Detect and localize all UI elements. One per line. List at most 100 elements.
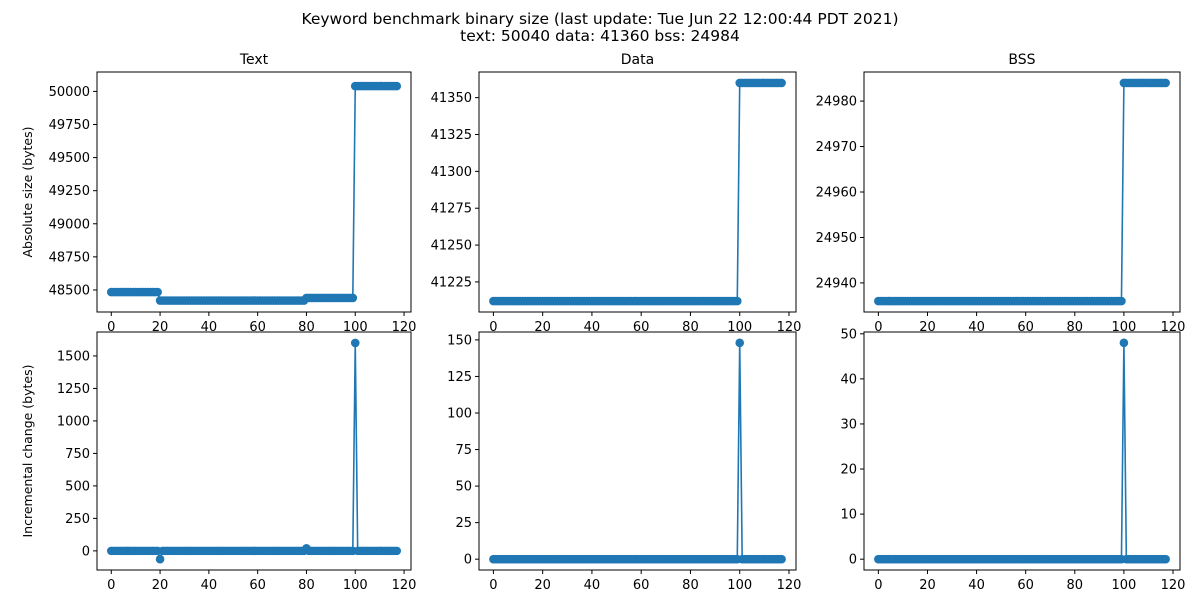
data-point [777, 78, 786, 88]
x-tick-label: 20 [534, 320, 551, 335]
y-tick-label: 500 [65, 479, 90, 494]
x-tick-label: 0 [874, 578, 882, 593]
data-point [777, 554, 786, 564]
x-tick-label: 80 [682, 320, 699, 335]
subplot-title: BSS [1008, 52, 1035, 68]
x-tick-label: 40 [584, 320, 601, 335]
x-tick-label: 100 [727, 320, 752, 335]
subplot-text_inc: 0 20 40 60 80 100 120 0 250 500 750 1000 1250 1500 Inc… [20, 331, 417, 593]
series-line [111, 85, 397, 302]
subplot-data_inc: 0 20 40 60 80 100 120 0 25 50 75 100 125 150 [447, 331, 802, 593]
y-axis-label: Incremental change (bytes) [20, 365, 35, 538]
data-point [1161, 554, 1170, 564]
x-tick-label: 20 [534, 578, 551, 593]
x-tick-label: 40 [968, 320, 985, 335]
data-point [392, 546, 402, 556]
x-tick-label: 60 [633, 578, 650, 593]
y-tick-label: 75 [455, 443, 472, 458]
y-tick-label: 1500 [57, 349, 90, 364]
x-tick-label: 40 [201, 320, 218, 335]
y-tick-label: 24970 [816, 140, 857, 155]
x-tick-label: 120 [1161, 320, 1186, 335]
y-tick-label: 41250 [431, 239, 472, 254]
series-markers [489, 78, 786, 306]
axes-frame [96, 331, 412, 571]
x-tick-label: 100 [343, 578, 368, 593]
x-tick-label: 40 [201, 578, 218, 593]
y-axis-label: Absolute size (bytes) [20, 126, 35, 257]
y-tick-label: 20 [840, 463, 857, 478]
y-tick-label: 41325 [431, 128, 472, 143]
x-tick-label: 40 [968, 578, 985, 593]
x-tick-label: 120 [777, 320, 802, 335]
x-tick-label: 120 [1161, 578, 1186, 593]
x-tick-label: 120 [392, 320, 417, 335]
x-tick-label: 0 [489, 578, 497, 593]
y-tick-label: 49000 [49, 217, 90, 232]
data-point [1161, 78, 1170, 88]
y-tick-label: 1000 [57, 414, 90, 429]
y-tick-label: 250 [65, 512, 90, 527]
series-line [878, 82, 1166, 302]
series-markers [874, 78, 1170, 306]
data-point [735, 338, 745, 348]
x-tick-label: 0 [107, 320, 115, 335]
data-point [348, 293, 358, 303]
y-tick-label: 48750 [49, 250, 90, 265]
x-tick-label: 80 [298, 320, 315, 335]
figure-title-line-1: Keyword benchmark binary size (last upda… [301, 10, 898, 28]
x-tick-label: 120 [392, 578, 417, 593]
y-tick-label: 41275 [431, 202, 472, 217]
x-tick-label: 80 [1067, 320, 1084, 335]
y-tick-label: 0 [82, 544, 90, 559]
x-tick-label: 60 [1017, 578, 1034, 593]
x-tick-label: 80 [1067, 578, 1084, 593]
x-tick-label: 60 [633, 320, 650, 335]
series-line [878, 342, 1166, 560]
x-tick-label: 20 [919, 578, 936, 593]
x-tick-label: 80 [298, 578, 315, 593]
subplot-title: Data [621, 52, 654, 68]
x-tick-label: 60 [249, 578, 266, 593]
y-tick-label: 24940 [816, 276, 857, 291]
x-tick-label: 100 [1111, 578, 1136, 593]
y-tick-label: 125 [447, 370, 472, 385]
series-line [111, 342, 397, 560]
y-tick-label: 24980 [816, 95, 857, 110]
y-tick-label: 150 [447, 333, 472, 348]
x-tick-label: 100 [343, 320, 368, 335]
figure-title-line-2: text: 50040 data: 41360 bss: 24984 [460, 27, 740, 45]
series-markers [106, 81, 402, 305]
y-tick-label: 41225 [431, 275, 472, 290]
y-tick-label: 50 [840, 327, 857, 342]
data-point [1117, 296, 1126, 306]
x-tick-label: 40 [584, 578, 601, 593]
subplot-text_abs: 0 20 40 60 80 100 120 48500 48750 49000 49250 49500… [20, 52, 416, 335]
x-tick-label: 120 [777, 578, 802, 593]
series-markers [106, 338, 402, 564]
y-tick-label: 50000 [49, 85, 90, 100]
axes-frame [863, 331, 1181, 571]
axes-frame [863, 71, 1181, 313]
y-tick-label: 30 [840, 417, 857, 432]
data-point [732, 296, 742, 306]
y-tick-label: 40 [840, 372, 857, 387]
axes-frame [478, 71, 797, 313]
x-tick-label: 80 [682, 578, 699, 593]
x-tick-label: 60 [249, 320, 266, 335]
y-tick-label: 24960 [816, 186, 857, 201]
x-tick-label: 0 [489, 320, 497, 335]
series-line [493, 342, 782, 560]
y-tick-label: 41350 [431, 91, 472, 106]
x-tick-label: 0 [107, 578, 115, 593]
axes-frame [478, 331, 797, 571]
y-tick-label: 0 [849, 553, 857, 568]
subplot-bss_inc: 0 20 40 60 80 100 120 0 10 20 30 40 50 [840, 327, 1185, 593]
data-point [350, 338, 360, 348]
series-line [493, 82, 782, 302]
subplot-data_abs: 0 20 40 60 80 100 120 41225 41250 41275 41300 41325… [431, 52, 802, 335]
y-tick-label: 25 [455, 516, 472, 531]
data-point [1119, 338, 1129, 348]
x-tick-label: 0 [874, 320, 882, 335]
data-point [392, 81, 402, 91]
